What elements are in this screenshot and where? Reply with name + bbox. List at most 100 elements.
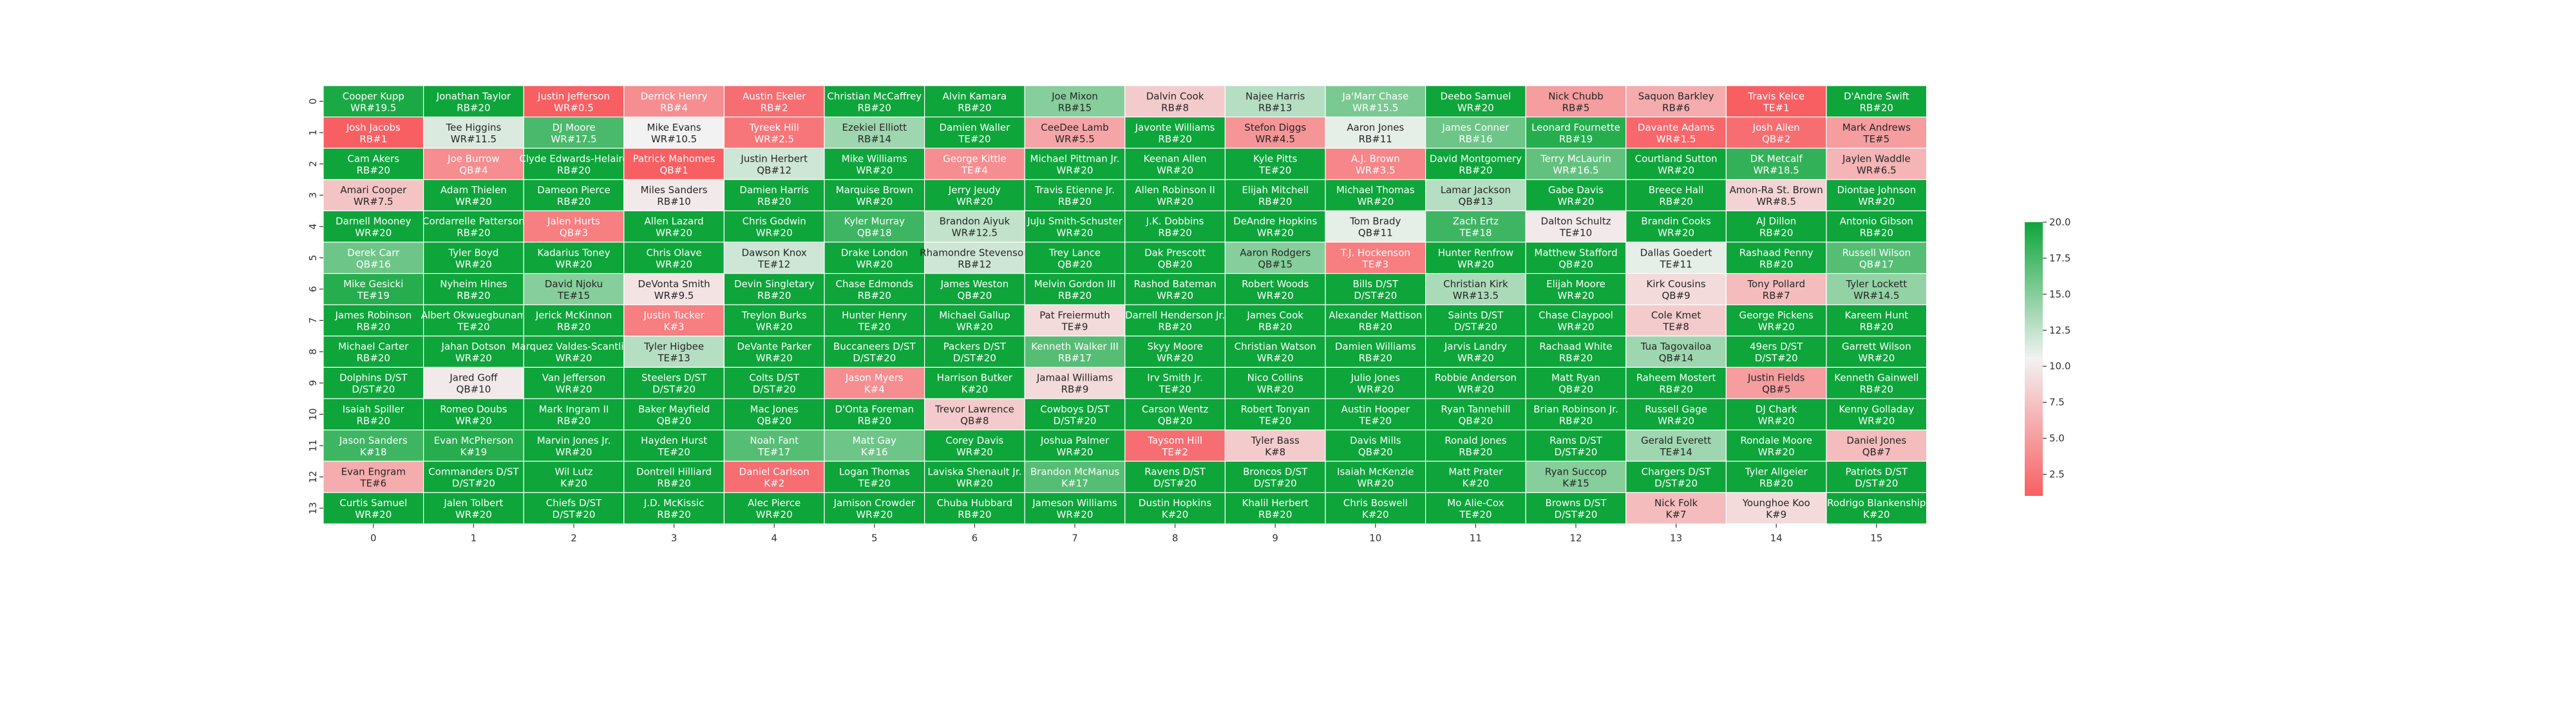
cell-name: Chiefs D/ST (546, 497, 602, 509)
cell-label: WR#20 (455, 196, 492, 207)
cell-name: Treylon Burks (741, 310, 807, 321)
cell-label: K#4 (864, 384, 885, 395)
cell-label: RB#20 (1258, 321, 1292, 333)
cell-name: Cowboys D/ST (1040, 403, 1110, 415)
cell-label: QB#16 (356, 258, 391, 270)
cell-name: Dontrell Hilliard (636, 466, 712, 478)
cell-label: D/ST#20 (1054, 415, 1097, 426)
cell-name: Jerry Jeudy (948, 184, 1001, 196)
cell-rect (1224, 460, 1326, 493)
cell-name: Joe Burrow (447, 153, 500, 165)
cell-label: RB#20 (1158, 227, 1191, 239)
cell-rect (523, 273, 625, 305)
cell-rect (1124, 304, 1226, 337)
cell-label: WR#20 (455, 258, 492, 270)
cell-label: WR#5.5 (1055, 133, 1095, 145)
cell-rect (824, 210, 925, 243)
cell-name: Joshua Palmer (1040, 435, 1110, 446)
cell-label: RB#20 (457, 290, 490, 301)
cell-rect (1826, 304, 1927, 337)
cell-rect (623, 336, 724, 368)
cell-name: Packers D/ST (943, 341, 1007, 352)
cell-label: RB#20 (1459, 165, 1492, 176)
cell-label: QB#20 (958, 290, 992, 301)
x-tick-label: 11 (1470, 532, 1482, 544)
cell-rect (422, 492, 524, 524)
cell-name: Carson Wentz (1142, 403, 1209, 415)
colorbar-tick-label: 15.0 (2049, 289, 2070, 300)
cell-label: D/ST#20 (1855, 478, 1898, 489)
cell-label: QB#17 (1859, 258, 1894, 270)
cell-name: Elijah Mitchell (1242, 184, 1309, 196)
y-tick-label: 4 (307, 223, 319, 230)
cell-label: QB#20 (1158, 415, 1193, 426)
cell-label: RB#20 (357, 321, 390, 333)
cell-name: Dalvin Cook (1146, 90, 1204, 102)
cell-label: RB#20 (1659, 196, 1692, 207)
heatmap-cell: Darrell Henderson Jr.RB#20 (1124, 304, 1226, 337)
cell-rect (723, 147, 825, 180)
cell-label: RB#5 (1562, 102, 1590, 113)
heatmap-cell: Colts D/STD/ST#20 (723, 366, 825, 399)
cell-rect (1826, 242, 1927, 274)
cell-label: QB#9 (1662, 290, 1690, 301)
cell-label: QB#1 (659, 165, 688, 176)
cell-label: RB#11 (1359, 133, 1392, 145)
cell-name: Davante Adams (1638, 122, 1715, 133)
x-tick-label: 2 (571, 532, 577, 544)
cell-label: TE#19 (357, 290, 390, 301)
cell-label: TE#20 (1258, 415, 1291, 426)
cell-label: RB#20 (1759, 227, 1793, 239)
cell-label: D/ST#20 (753, 384, 796, 395)
cell-rect (1224, 366, 1326, 399)
cell-rect (1525, 117, 1627, 149)
cell-rect (1625, 273, 1727, 305)
cell-label: QB#4 (459, 165, 488, 176)
cell-rect (1024, 147, 1126, 180)
cell-name: Browns D/ST (1546, 497, 1607, 509)
cell-label: QB#2 (1762, 133, 1790, 145)
cell-label: QB#18 (857, 227, 892, 239)
cell-label: D/ST#20 (1254, 478, 1297, 489)
y-tick-label: 13 (307, 502, 319, 515)
cell-rect (923, 460, 1025, 493)
cell-label: RB#20 (1759, 478, 1793, 489)
cell-label: WR#20 (1157, 165, 1193, 176)
cell-rect (523, 336, 625, 368)
cell-name: Jalen Hurts (547, 216, 600, 227)
cell-label: RB#20 (557, 196, 591, 207)
cell-name: Allen Robinson II (1135, 184, 1215, 196)
cell-label: WR#20 (1457, 102, 1494, 113)
